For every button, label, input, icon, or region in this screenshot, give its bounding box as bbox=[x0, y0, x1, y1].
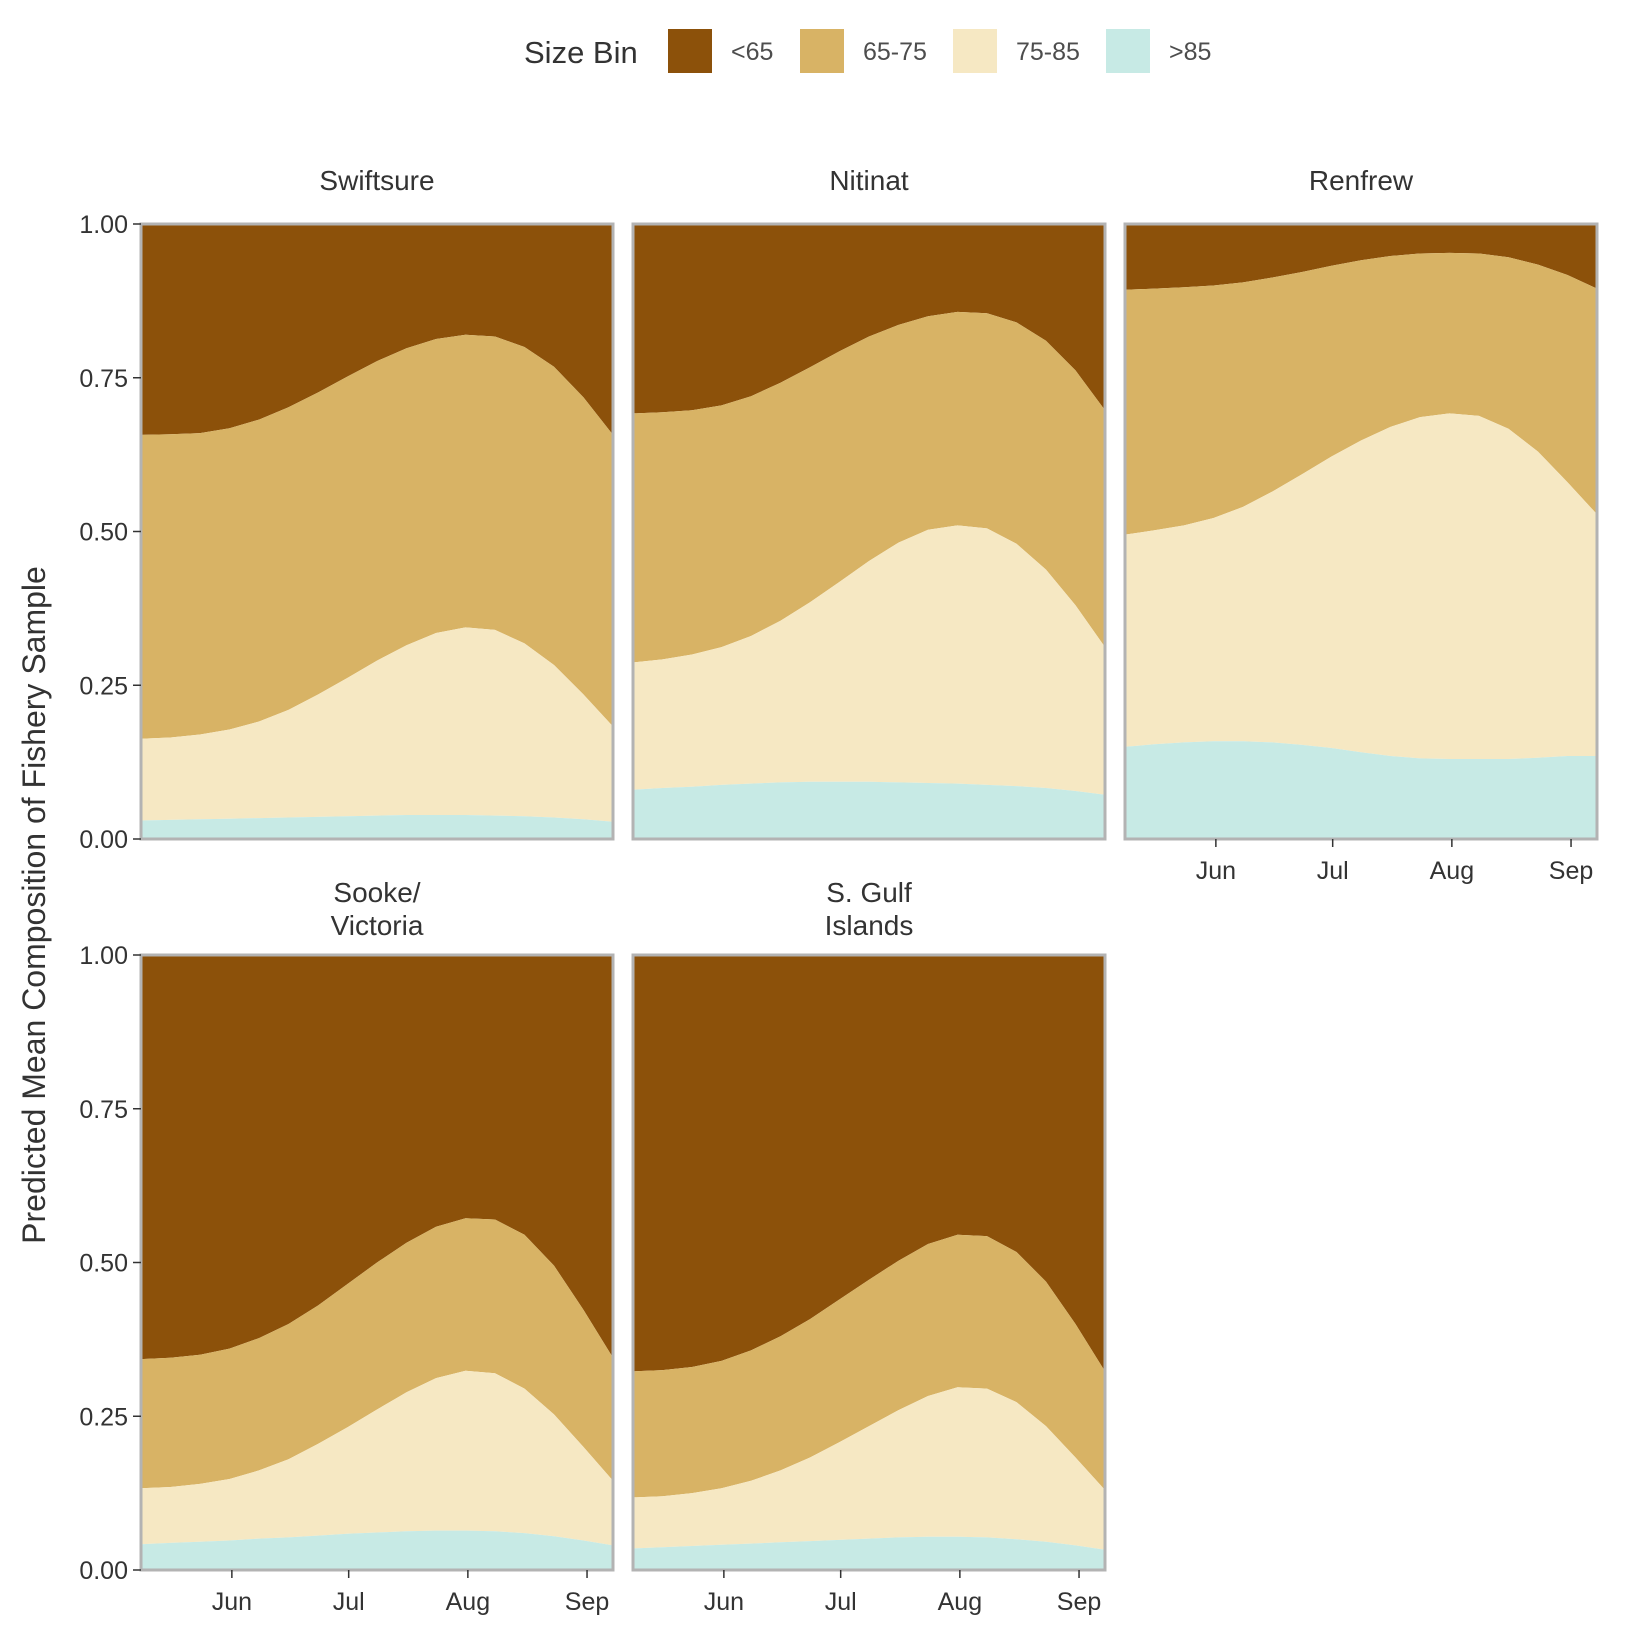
area-lt65 bbox=[141, 224, 613, 435]
legend-key-2 bbox=[953, 29, 997, 73]
y-tick-label: 0.75 bbox=[79, 1096, 128, 1124]
x-tick-label: Jun bbox=[212, 1588, 252, 1616]
x-tick-label: Jul bbox=[333, 1588, 365, 1616]
y-tick-label: 0.00 bbox=[79, 1557, 128, 1585]
panel-border bbox=[631, 222, 1107, 841]
area-75-85 bbox=[141, 1370, 613, 1546]
panel-renfrew: Renfrew Jun Jul Aug Sep bbox=[1123, 165, 1599, 885]
x-tick-label: Sep bbox=[565, 1588, 609, 1616]
area-lt65 bbox=[1125, 224, 1597, 290]
area-75-85 bbox=[633, 525, 1105, 795]
area-gt85 bbox=[633, 781, 1105, 839]
strip-label: Renfrew bbox=[1309, 165, 1414, 196]
panel-sooke-victoria: Sooke/Victoria 0.00 0.25 0.50 0.75 1.00 Jun Jul… bbox=[79, 877, 615, 1616]
area-65-75 bbox=[141, 334, 613, 739]
panel-border bbox=[631, 953, 1107, 1572]
x-tick-label: Aug bbox=[938, 1588, 982, 1616]
area-65-75 bbox=[633, 311, 1105, 663]
area-gt85 bbox=[141, 815, 613, 839]
area-gt85 bbox=[1125, 741, 1597, 839]
area-65-75 bbox=[1125, 252, 1597, 535]
strip-label: S. Gulf bbox=[826, 877, 912, 908]
area-gt85 bbox=[633, 1536, 1105, 1570]
x-tick-label: Sep bbox=[1057, 1588, 1101, 1616]
legend-key-3 bbox=[1106, 29, 1150, 73]
x-tick-label: Aug bbox=[446, 1588, 490, 1616]
strip-label: Sooke/ bbox=[333, 877, 420, 908]
y-tick-label: 0.25 bbox=[79, 672, 128, 700]
area-lt65 bbox=[633, 224, 1105, 414]
y-tick-label: 1.00 bbox=[79, 211, 128, 239]
y-tick-label: 0.50 bbox=[79, 519, 128, 547]
y-tick-label: 0.50 bbox=[79, 1250, 128, 1278]
y-axis-title: Predicted Mean Composition of Fishery Sa… bbox=[16, 566, 52, 1244]
strip-label: Victoria bbox=[331, 910, 424, 941]
y-tick-label: 0.75 bbox=[79, 365, 128, 393]
y-tick-label: 1.00 bbox=[79, 942, 128, 970]
y-tick-label: 0.00 bbox=[79, 826, 128, 854]
panel-swiftsure: Swiftsure 0.00 0.25 0.50 0.75 1.00 bbox=[79, 165, 615, 854]
panel-border bbox=[1123, 222, 1599, 841]
panel-nitinat: Nitinat bbox=[631, 165, 1107, 841]
area-75-85 bbox=[633, 1387, 1105, 1550]
area-75-85 bbox=[141, 627, 613, 822]
x-tick-label: Jun bbox=[704, 1588, 744, 1616]
strip-label: Islands bbox=[825, 910, 914, 941]
legend-key-0 bbox=[668, 29, 712, 73]
strip-label: Nitinat bbox=[829, 165, 909, 196]
x-tick-label: Jun bbox=[1196, 857, 1236, 885]
legend-label-1: 65-75 bbox=[863, 38, 927, 66]
legend-key-1 bbox=[800, 29, 844, 73]
chart-panels: Swiftsure 0.00 0.25 0.50 0.75 1.00 Nitinat Renf… bbox=[79, 165, 1599, 1616]
area-lt65 bbox=[633, 955, 1105, 1372]
legend-label-2: 75-85 bbox=[1016, 38, 1080, 66]
area-lt65 bbox=[141, 955, 613, 1360]
area-65-75 bbox=[633, 1234, 1105, 1498]
y-tick-label: 0.25 bbox=[79, 1403, 128, 1431]
area-gt85 bbox=[141, 1530, 613, 1570]
x-tick-label: Jul bbox=[825, 1588, 857, 1616]
legend: Size Bin <65 65-75 75-85 >85 bbox=[524, 29, 1211, 73]
x-tick-label: Jul bbox=[1317, 857, 1349, 885]
legend-title: Size Bin bbox=[524, 35, 638, 70]
area-65-75 bbox=[141, 1218, 613, 1489]
strip-label: Swiftsure bbox=[319, 165, 434, 196]
x-tick-label: Aug bbox=[1430, 857, 1474, 885]
legend-label-0: <65 bbox=[731, 38, 773, 66]
legend-label-3: >85 bbox=[1169, 38, 1211, 66]
area-75-85 bbox=[1125, 413, 1597, 759]
x-tick-label: Sep bbox=[1549, 857, 1593, 885]
